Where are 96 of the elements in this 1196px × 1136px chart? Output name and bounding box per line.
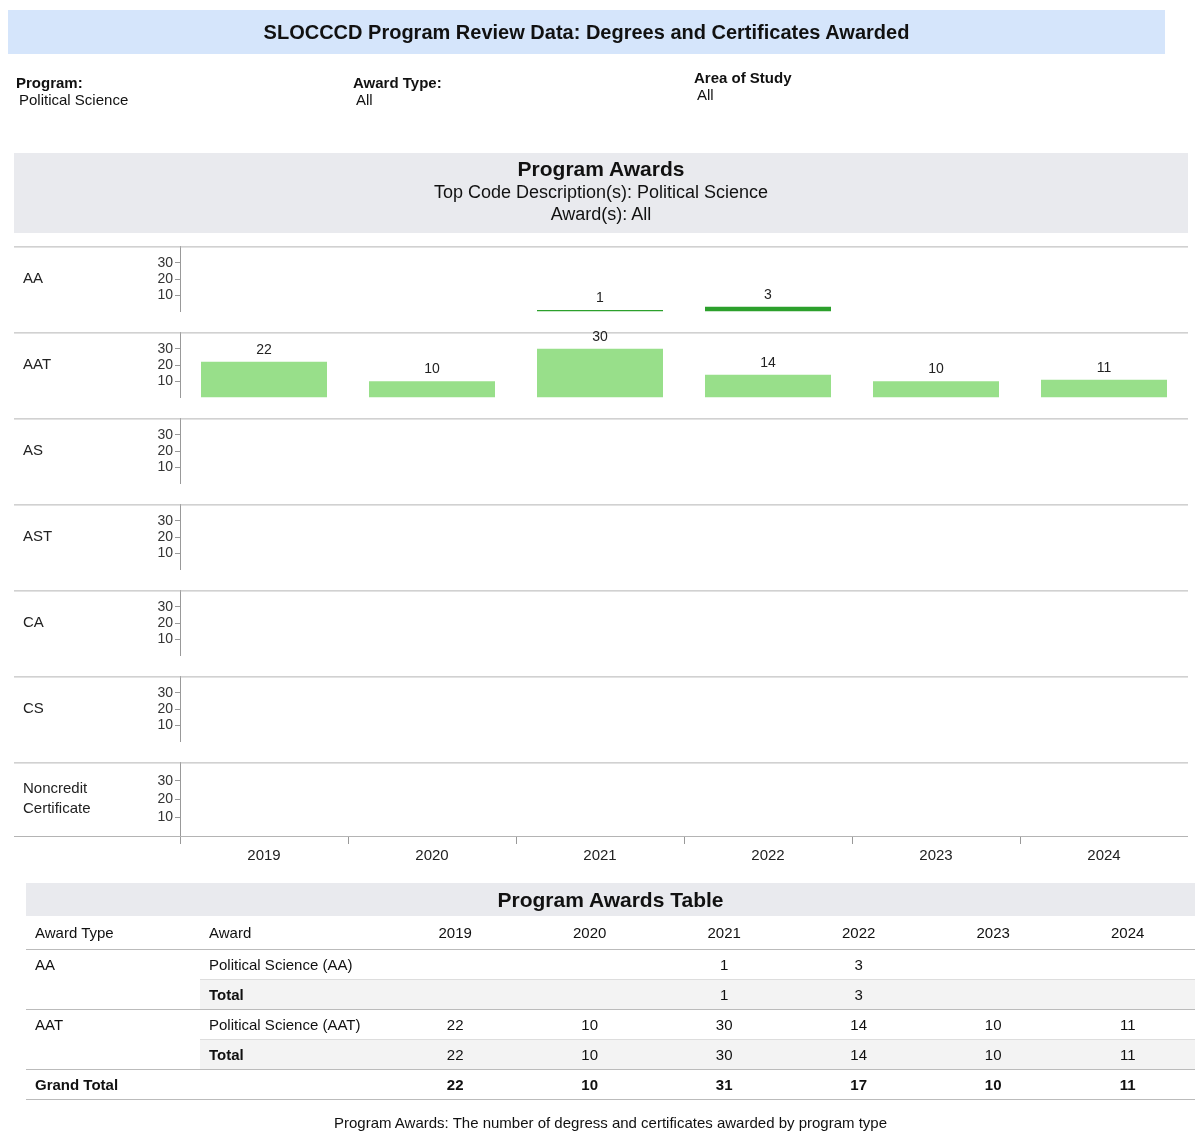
x-tick-label: 2021 [656, 916, 792, 950]
data-label: 3 [791, 949, 926, 980]
data-label: 10 [424, 360, 440, 377]
y-axis-title: AA [23, 269, 44, 287]
y-tick-label: 10 [157, 544, 174, 561]
bar [1041, 379, 1167, 398]
y2-axis-title: Award Type [26, 916, 201, 950]
x-tick-label: 2022 [791, 916, 926, 950]
text: Award Type: [353, 74, 442, 91]
y-tick-label: 30 [157, 597, 174, 614]
bar [201, 361, 327, 398]
data-label: 11 [1060, 1039, 1195, 1070]
y-axis-title: AS [23, 441, 44, 459]
y-tick-label: 30 [157, 683, 174, 700]
y-tick-label: 20 [157, 355, 174, 372]
text: Area of Study [694, 69, 792, 86]
y-axis-title: CS [23, 699, 44, 717]
x-tick-label: 2019 [387, 916, 523, 950]
y2-tick-label: AAT [34, 1015, 65, 1036]
x-tick-label: 2024 [1060, 916, 1195, 950]
x-tick-label: 2020 [415, 846, 449, 864]
y-tick-label: 20 [157, 269, 174, 286]
y-tick-label: 10 [157, 716, 174, 733]
data-label: 10 [522, 1069, 657, 1100]
y-axis-title: CA [23, 613, 44, 631]
chart-title: Program Awards [516, 156, 686, 181]
y2-tick-label: AA [34, 955, 56, 976]
data-label: 22 [387, 1069, 523, 1100]
data-label: 11 [1096, 358, 1112, 375]
data-label: 30 [656, 1039, 792, 1070]
data-label: 10 [925, 1039, 1061, 1070]
y-axis-title: AST [23, 527, 53, 545]
y-tick-label: 20 [157, 527, 174, 544]
data-label: 10 [925, 1009, 1061, 1040]
data-label: 3 [764, 285, 773, 302]
data-label: 22 [387, 1039, 523, 1070]
data-label: 11 [1060, 1069, 1195, 1100]
text: Program: [16, 74, 84, 91]
data-label: 10 [925, 1069, 1061, 1100]
y-axis-title: AAT [23, 355, 52, 373]
y-tick-label: 10 [157, 458, 174, 475]
data-label: 10 [522, 1009, 657, 1040]
y-tick-label: 20 [157, 441, 174, 458]
bar [873, 381, 999, 398]
data-label: 1 [656, 949, 792, 980]
x-tick-label: 2023 [925, 916, 1061, 950]
y-tick-label: 10 [157, 286, 174, 303]
y-tick-label: 20 [157, 613, 174, 630]
text: Political Science [19, 91, 129, 108]
data-label: 30 [656, 1009, 792, 1040]
text: All [697, 86, 715, 103]
bar [537, 348, 663, 398]
data-label: 14 [791, 1009, 926, 1040]
data-label: 14 [791, 1039, 926, 1070]
text: SLOCCCD Program Review Data: Degrees and Certificates Awarded [8, 10, 1165, 54]
data-label: 30 [592, 327, 608, 344]
x-tick-label: 2023 [919, 846, 953, 864]
y-tick-label: 30 [157, 339, 174, 356]
data-label: 10 [522, 1039, 657, 1070]
y-tick-label: 10 [157, 372, 174, 389]
data-label: 1 [656, 979, 792, 1010]
chart-subtitle: Top Code Description(s): Political Science Award(s): All [432, 181, 770, 225]
x-tick-label: 2021 [583, 846, 617, 864]
y-axis-title: Award [200, 916, 388, 950]
y-tick-label: 30 [157, 511, 174, 528]
y-tick-label: Total [200, 1039, 388, 1070]
chart-title: Program Awards Table [26, 883, 1195, 916]
y-tick-label: 30 [157, 253, 174, 270]
data-label: 11 [1060, 1009, 1195, 1040]
y-tick-label: 20 [157, 790, 174, 807]
y-tick-label: Political Science (AAT) [200, 1009, 388, 1040]
text: Program Awards: The number of degress and certificates awarded by program type [332, 1114, 889, 1131]
bar [369, 381, 495, 398]
data-label: 1 [596, 288, 605, 305]
y-axis-title: Noncredit Certificate [23, 779, 91, 817]
data-label: 3 [791, 979, 926, 1010]
y-tick-label: Political Science (AA) [200, 949, 388, 980]
y-tick-label: 10 [157, 630, 174, 647]
data-label: 17 [791, 1069, 926, 1100]
y-tick-label: 30 [157, 771, 174, 788]
x-tick-label: 2022 [751, 846, 785, 864]
data-label: 22 [256, 340, 272, 357]
y-tick-label: 30 [157, 425, 174, 442]
x-tick-label: 2020 [522, 916, 657, 950]
y2-tick-label: Grand Total [26, 1069, 201, 1100]
x-tick-label: 2024 [1087, 846, 1121, 864]
data-label: 31 [656, 1069, 792, 1100]
data-label: 10 [928, 360, 944, 377]
y-tick-label: 10 [157, 808, 174, 825]
text: All [356, 91, 374, 108]
data-label: 22 [387, 1009, 523, 1040]
bar [705, 374, 831, 398]
x-tick-label: 2019 [247, 846, 281, 864]
y-tick-label: 20 [157, 699, 174, 716]
y-tick-label: Total [200, 979, 388, 1010]
data-label: 14 [760, 353, 776, 370]
